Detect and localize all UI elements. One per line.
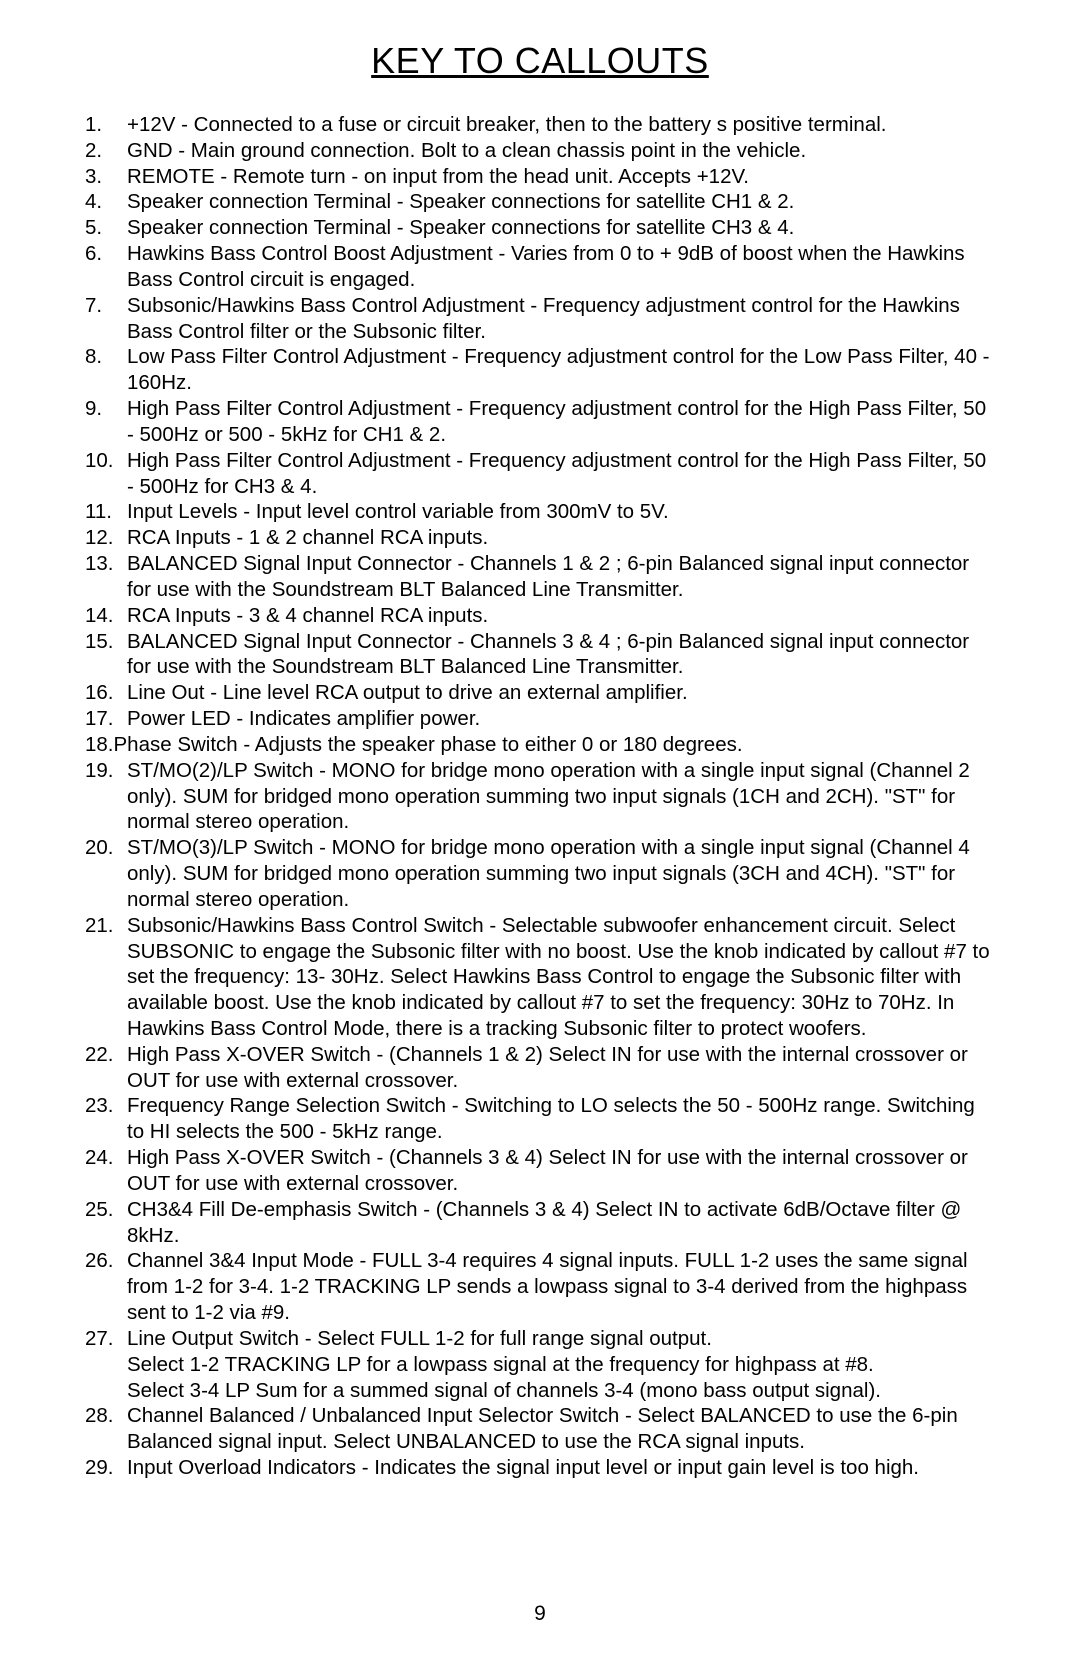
callout-text: Subsonic/Hawkins Bass Control Adjustment…: [127, 294, 960, 343]
callout-number: 4.: [85, 189, 102, 215]
callout-text: Line Output Switch - Select FULL 1-2 for…: [127, 1327, 881, 1402]
callout-number: 14.: [85, 603, 114, 629]
callout-number: 25.: [85, 1197, 114, 1223]
callout-number: 9.: [85, 396, 102, 422]
callout-text: High Pass X-OVER Switch - (Channels 1 & …: [127, 1043, 968, 1092]
callout-text: BALANCED Signal Input Connector - Channe…: [127, 630, 969, 679]
callout-item: 13. BALANCED Signal Input Connector - Cha…: [85, 551, 995, 603]
callout-item: 24. High Pass X-OVER Switch - (Channels 3…: [85, 1145, 995, 1197]
callout-item: 27. Line Output Switch - Select FULL 1-2 …: [85, 1326, 995, 1403]
callout-text: GND - Main ground connection. Bolt to a …: [127, 139, 806, 162]
callout-number: 22.: [85, 1042, 114, 1068]
callout-item: 4. Speaker connection Terminal - Speaker …: [85, 189, 995, 215]
callout-item: 6. Hawkins Bass Control Boost Adjustment …: [85, 241, 995, 293]
callout-text: Frequency Range Selection Switch - Switc…: [127, 1094, 975, 1143]
callout-text: Speaker connection Terminal - Speaker co…: [127, 216, 794, 239]
callout-text: RCA Inputs - 3 & 4 channel RCA inputs.: [127, 604, 488, 627]
callout-number: 11.: [85, 499, 112, 525]
callout-item: 14. RCA Inputs - 3 & 4 channel RCA inputs…: [85, 603, 995, 629]
callout-text: Subsonic/Hawkins Bass Control Switch - S…: [127, 914, 990, 1040]
callout-item: 21. Subsonic/Hawkins Bass Control Switch …: [85, 913, 995, 1042]
callout-number: 26.: [85, 1248, 114, 1274]
callout-text: ST/MO(3)/LP Switch - MONO for bridge mon…: [127, 836, 970, 911]
callout-item: 3. REMOTE - Remote turn - on input from t…: [85, 164, 995, 190]
callout-item: 11. Input Levels - Input level control va…: [85, 499, 995, 525]
callout-number: 3.: [85, 164, 102, 190]
callout-number: 29.: [85, 1455, 114, 1481]
callout-item: 2. GND - Main ground connection. Bolt to …: [85, 138, 995, 164]
callout-text: ST/MO(2)/LP Switch - MONO for bridge mon…: [127, 759, 970, 834]
callout-number: 20.: [85, 835, 114, 861]
callout-item: 23. Frequency Range Selection Switch - Sw…: [85, 1093, 995, 1145]
callout-item: 25. CH3&4 Fill De-emphasis Switch - (Chan…: [85, 1197, 995, 1249]
callout-number: 7.: [85, 293, 102, 319]
callout-number: 8.: [85, 344, 102, 370]
callout-text: High Pass X-OVER Switch - (Channels 3 & …: [127, 1146, 968, 1195]
callout-item: 20. ST/MO(3)/LP Switch - MONO for bridge …: [85, 835, 995, 912]
document-page: KEY TO CALLOUTS 1. +12V - Connected to a …: [0, 0, 1080, 1661]
callout-text: Channel Balanced / Unbalanced Input Sele…: [127, 1404, 958, 1453]
callout-number: 19.: [85, 758, 114, 784]
callout-item: 8. Low Pass Filter Control Adjustment - F…: [85, 344, 995, 396]
callout-text: Speaker connection Terminal - Speaker co…: [127, 190, 794, 213]
callout-text: RCA Inputs - 1 & 2 channel RCA inputs.: [127, 526, 488, 549]
callout-item: 17. Power LED - Indicates amplifier power…: [85, 706, 995, 732]
callout-number: 16.: [85, 680, 114, 706]
callout-number: 5.: [85, 215, 102, 241]
callout-number: 13.: [85, 551, 114, 577]
callout-item: 16. Line Out - Line level RCA output to d…: [85, 680, 995, 706]
callout-item: 26. Channel 3&4 Input Mode - FULL 3-4 req…: [85, 1248, 995, 1325]
callout-text: Line Out - Line level RCA output to driv…: [127, 681, 688, 704]
callouts-list: 1. +12V - Connected to a fuse or circuit …: [85, 112, 995, 1481]
callout-number: 2.: [85, 138, 102, 164]
callout-number: 17.: [85, 706, 114, 732]
callout-text: REMOTE - Remote turn - on input from the…: [127, 165, 749, 188]
callout-item: 15. BALANCED Signal Input Connector - Cha…: [85, 629, 995, 681]
callout-item: 7. Subsonic/Hawkins Bass Control Adjustme…: [85, 293, 995, 345]
callout-text: Input Levels - Input level control varia…: [127, 500, 669, 523]
callout-item: 22. High Pass X-OVER Switch - (Channels 1…: [85, 1042, 995, 1094]
callout-text: High Pass Filter Control Adjustment - Fr…: [127, 397, 986, 446]
callout-number: 27.: [85, 1326, 114, 1352]
callout-item: 18.Phase Switch - Adjusts the speaker ph…: [85, 732, 995, 758]
callout-text: CH3&4 Fill De-emphasis Switch - (Channel…: [127, 1198, 961, 1247]
page-number: 9: [0, 1602, 1080, 1626]
callout-number: 1.: [85, 112, 102, 138]
callout-item: 28. Channel Balanced / Unbalanced Input S…: [85, 1403, 995, 1455]
callout-number: 28.: [85, 1403, 114, 1429]
callout-number: 21.: [85, 913, 114, 939]
callout-text: +12V - Connected to a fuse or circuit br…: [127, 113, 886, 136]
callout-number: 23.: [85, 1093, 114, 1119]
callout-text: Power LED - Indicates amplifier power.: [127, 707, 480, 730]
callout-item: 1. +12V - Connected to a fuse or circuit …: [85, 112, 995, 138]
callout-number: 12.: [85, 525, 114, 551]
callout-number: 6.: [85, 241, 102, 267]
callout-number: 10.: [85, 448, 114, 474]
callout-text: Low Pass Filter Control Adjustment - Fre…: [127, 345, 990, 394]
callout-text: 18.Phase Switch - Adjusts the speaker ph…: [85, 733, 743, 756]
page-title: KEY TO CALLOUTS: [85, 40, 995, 82]
callout-text: Hawkins Bass Control Boost Adjustment - …: [127, 242, 965, 291]
callout-item: 12. RCA Inputs - 1 & 2 channel RCA inputs…: [85, 525, 995, 551]
callout-number: 15.: [85, 629, 114, 655]
callout-text: Input Overload Indicators - Indicates th…: [127, 1456, 919, 1479]
callout-item: 29. Input Overload Indicators - Indicates…: [85, 1455, 995, 1481]
callout-item: 19. ST/MO(2)/LP Switch - MONO for bridge …: [85, 758, 995, 835]
callout-text: BALANCED Signal Input Connector - Channe…: [127, 552, 969, 601]
callout-item: 9. High Pass Filter Control Adjustment - …: [85, 396, 995, 448]
callout-text: Channel 3&4 Input Mode - FULL 3-4 requir…: [127, 1249, 968, 1324]
callout-item: 5. Speaker connection Terminal - Speaker …: [85, 215, 995, 241]
callout-number: 24.: [85, 1145, 114, 1171]
callout-text: High Pass Filter Control Adjustment - Fr…: [127, 449, 986, 498]
callout-item: 10. High Pass Filter Control Adjustment -…: [85, 448, 995, 500]
